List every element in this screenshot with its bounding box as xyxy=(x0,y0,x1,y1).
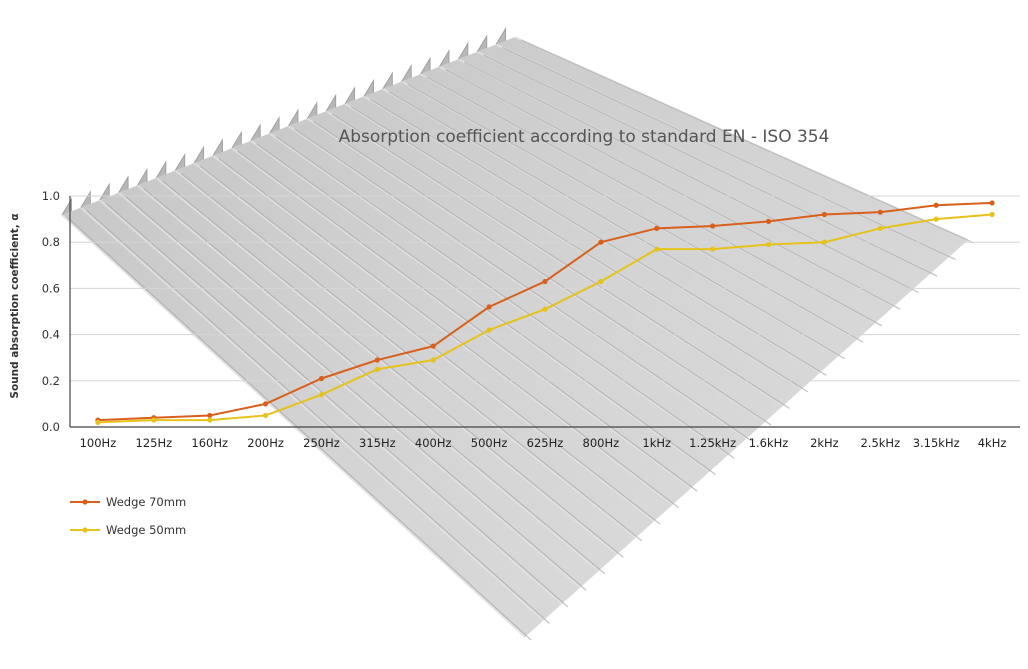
data-point xyxy=(318,375,325,382)
legend-marker xyxy=(82,499,88,505)
data-point xyxy=(598,278,604,285)
legend-marker xyxy=(82,527,88,533)
data-point xyxy=(374,366,380,372)
x-tick-label: 315Hz xyxy=(359,436,396,450)
data-point xyxy=(933,216,939,222)
x-tick-label: 100Hz xyxy=(80,436,117,450)
x-tick-label: 250Hz xyxy=(303,436,340,450)
legend-item: Wedge 70mm xyxy=(70,495,186,509)
y-tick-label: 1.0 xyxy=(42,189,60,203)
grid-lines xyxy=(70,195,1020,428)
data-point xyxy=(207,412,213,419)
data-point xyxy=(765,241,772,248)
data-point xyxy=(710,223,716,229)
data-point xyxy=(95,419,101,425)
x-tick-label: 3.15kHz xyxy=(913,436,960,450)
data-point xyxy=(933,202,939,208)
x-tick-label: 1.6kHz xyxy=(749,436,789,450)
y-axis-label: Sound absorption coefficient, α xyxy=(9,213,21,398)
data-point xyxy=(654,225,660,231)
chart-title: Absorption coefficient according to stan… xyxy=(339,127,830,147)
legend-item: Wedge 50mm xyxy=(70,523,186,537)
data-point xyxy=(262,401,269,407)
data-point xyxy=(654,246,660,252)
legend: Wedge 70mm Wedge 50mm xyxy=(70,495,186,537)
data-point xyxy=(430,343,436,349)
axes xyxy=(69,196,1020,428)
series-layer xyxy=(95,200,995,425)
y-tick-label: 0.6 xyxy=(42,281,60,295)
x-tick-label: 1kHz xyxy=(642,436,671,450)
series-wedge-70mm xyxy=(95,200,995,423)
data-point xyxy=(765,218,772,225)
data-point xyxy=(207,417,213,423)
data-point xyxy=(710,246,716,252)
data-point xyxy=(989,211,995,218)
data-point xyxy=(151,417,157,423)
series-wedge-50mm xyxy=(95,211,995,425)
x-tick-label: 500Hz xyxy=(471,436,508,450)
x-tick-label: 1.25kHz xyxy=(689,436,736,450)
y-axis-ticks: 0.0 0.2 0.4 0.6 0.8 1.0 xyxy=(42,189,60,434)
data-point xyxy=(821,211,828,218)
data-point xyxy=(486,304,492,310)
data-point xyxy=(877,225,883,231)
data-point xyxy=(318,392,325,398)
legend-label: Wedge 70mm xyxy=(106,495,186,509)
data-point xyxy=(486,327,492,333)
data-point xyxy=(430,357,436,363)
y-tick-label: 0.8 xyxy=(42,235,60,249)
foam-panel-background xyxy=(61,26,975,641)
legend-label: Wedge 50mm xyxy=(106,523,186,537)
data-point xyxy=(542,306,548,312)
data-point xyxy=(262,412,269,419)
x-tick-label: 625Hz xyxy=(527,436,564,450)
x-tick-label: 4kHz xyxy=(978,436,1007,450)
x-tick-label: 800Hz xyxy=(583,436,620,450)
y-tick-label: 0.0 xyxy=(42,420,60,434)
data-point xyxy=(542,278,548,285)
y-tick-label: 0.2 xyxy=(42,374,60,388)
data-point xyxy=(877,209,883,215)
data-point xyxy=(598,239,604,245)
x-tick-label: 200Hz xyxy=(247,436,284,450)
x-tick-label: 2.5kHz xyxy=(860,436,900,450)
y-tick-label: 0.4 xyxy=(42,328,60,342)
data-point xyxy=(989,200,995,206)
x-tick-label: 125Hz xyxy=(136,436,173,450)
x-tick-label: 400Hz xyxy=(415,436,452,450)
data-point xyxy=(374,357,380,363)
x-tick-label: 2kHz xyxy=(810,436,839,450)
x-axis-ticks: 100Hz 125Hz 160Hz 200Hz 250Hz 315Hz 400Hz 500Hz… xyxy=(80,436,1007,450)
x-tick-label: 160Hz xyxy=(191,436,228,450)
data-point xyxy=(821,239,828,245)
